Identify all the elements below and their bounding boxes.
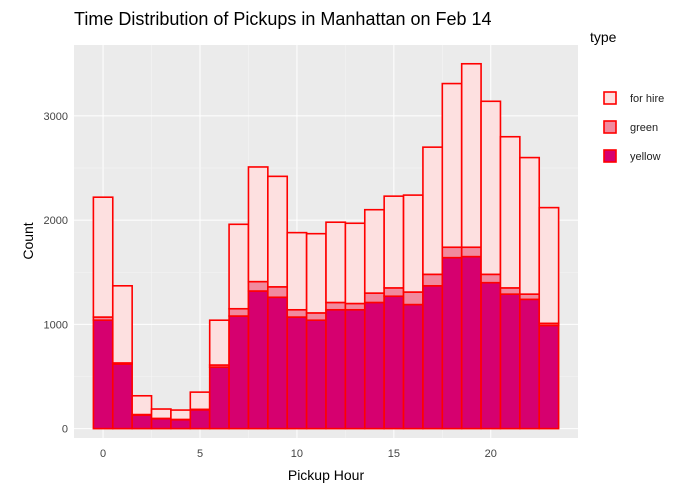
x-axis-title: Pickup Hour [288, 467, 365, 483]
y-tick-label: 0 [62, 424, 68, 436]
bar-yellow-hour-4 [170, 418, 192, 430]
x-tick-labels: 0 5 10 15 20 [100, 448, 497, 460]
legend-swatch-for-hire [603, 91, 617, 105]
bar-yellow-hour-20 [480, 281, 502, 430]
bar-green-hour-17 [422, 273, 444, 287]
x-tick-label: 20 [485, 448, 497, 460]
y-tick-label: 1000 [44, 319, 68, 331]
bar-green-hour-15 [383, 287, 405, 298]
bar-for-hire-hour-2 [131, 394, 153, 416]
bar-for-hire-hour-5 [189, 391, 211, 411]
bar-yellow-hour-3 [150, 417, 172, 430]
bar-yellow-hour-2 [131, 414, 153, 430]
bar-yellow-hour-19 [460, 255, 482, 430]
bar-green-hour-7 [228, 307, 250, 317]
bar-for-hire-hour-7 [228, 223, 250, 310]
bar-green-hour-18 [441, 246, 463, 259]
bar-for-hire-hour-16 [402, 194, 424, 293]
bar-green-hour-12 [325, 301, 347, 311]
bar-for-hire-hour-15 [383, 195, 405, 289]
bar-yellow-hour-0 [92, 319, 114, 430]
bar-for-hire-hour-11 [305, 232, 327, 314]
bar-for-hire-hour-21 [499, 135, 521, 289]
legend-swatch-yellow [603, 149, 617, 163]
bar-yellow-hour-12 [325, 308, 347, 430]
bar-yellow-hour-22 [519, 298, 541, 430]
legend-title: type [590, 29, 617, 45]
bar-for-hire-hour-3 [150, 408, 172, 420]
bar-for-hire-hour-20 [480, 100, 502, 276]
bar-yellow-hour-21 [499, 293, 521, 430]
bar-for-hire-hour-18 [441, 82, 463, 249]
bar-green-hour-11 [305, 312, 327, 322]
y-tick-label: 3000 [44, 111, 68, 123]
legend-label-for-hire: for hire [630, 93, 664, 105]
bar-yellow-hour-9 [267, 296, 289, 430]
bar-green-hour-20 [480, 273, 502, 284]
bar-for-hire-hour-6 [208, 319, 230, 366]
x-tick-label: 10 [291, 448, 303, 460]
bar-yellow-hour-16 [402, 303, 424, 430]
bar-for-hire-hour-17 [422, 146, 444, 276]
bar-green-hour-21 [499, 287, 521, 295]
bar-for-hire-hour-22 [519, 156, 541, 295]
bar-yellow-hour-18 [441, 256, 463, 430]
bar-for-hire-hour-10 [286, 231, 308, 311]
bar-yellow-hour-14 [363, 301, 385, 430]
x-tick-label: 5 [197, 448, 203, 460]
legend-swatch-green [603, 120, 617, 134]
bar-yellow-hour-11 [305, 319, 327, 430]
chart-title: Time Distribution of Pickups in Manhatta… [74, 9, 492, 29]
y-axis-title: Count [20, 222, 36, 259]
bar-for-hire-hour-0 [92, 196, 114, 318]
bar-for-hire-hour-4 [170, 409, 192, 421]
legend: for hire green yellow [603, 91, 664, 163]
bar-yellow-hour-8 [247, 290, 269, 430]
bar-yellow-hour-23 [538, 324, 560, 430]
legend-label-yellow: yellow [630, 151, 661, 163]
bar-yellow-hour-17 [422, 285, 444, 430]
bar-yellow-hour-1 [111, 363, 133, 430]
bar-for-hire-hour-23 [538, 206, 560, 325]
bar-for-hire-hour-12 [325, 221, 347, 304]
bar-for-hire-hour-14 [363, 208, 385, 294]
bar-green-hour-13 [344, 302, 366, 311]
bar-yellow-hour-13 [344, 308, 366, 430]
bar-yellow-hour-15 [383, 295, 405, 430]
bar-for-hire-hour-8 [247, 166, 269, 283]
bar-green-hour-8 [247, 280, 269, 292]
bar-green-hour-19 [460, 246, 482, 258]
bar-green-hour-14 [363, 292, 385, 304]
y-tick-label: 2000 [44, 215, 68, 227]
bar-for-hire-hour-9 [267, 175, 289, 288]
bar-yellow-hour-7 [228, 315, 250, 430]
bar-yellow-hour-6 [208, 366, 230, 430]
legend-label-green: green [630, 122, 658, 134]
bars [92, 62, 560, 430]
x-tick-label: 0 [100, 448, 106, 460]
bar-green-hour-16 [402, 291, 424, 306]
x-tick-label: 15 [388, 448, 400, 460]
bar-yellow-hour-10 [286, 316, 308, 430]
bar-for-hire-hour-1 [111, 285, 133, 364]
bar-yellow-hour-5 [189, 409, 211, 430]
y-tick-labels: 0 1000 2000 3000 [44, 111, 68, 436]
bar-for-hire-hour-19 [460, 62, 482, 249]
bar-green-hour-9 [267, 286, 289, 299]
bar-for-hire-hour-13 [344, 222, 366, 305]
bar-green-hour-10 [286, 308, 308, 318]
